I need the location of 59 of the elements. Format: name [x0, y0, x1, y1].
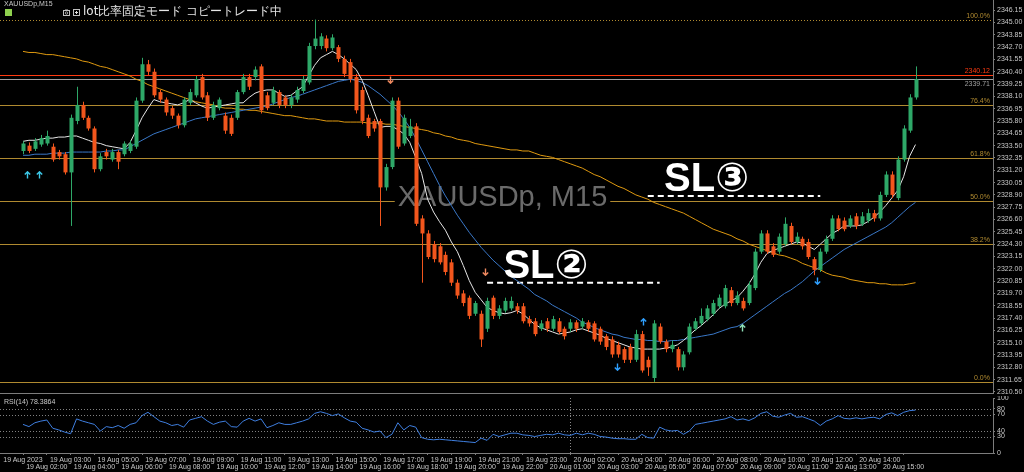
candlestick: [759, 229, 764, 255]
candlestick: [408, 118, 413, 139]
candlestick: [777, 232, 782, 255]
candlestick: [211, 101, 216, 121]
candlestick: [152, 68, 157, 98]
candlestick: [223, 111, 228, 135]
candlestick: [783, 216, 788, 247]
candlestick: [265, 91, 270, 111]
candlestick: [271, 86, 276, 106]
annotation: SL③: [664, 154, 750, 199]
candlestick: [75, 86, 80, 125]
candlestick: [348, 58, 353, 83]
candlestick: [646, 356, 651, 377]
candlestick: [51, 142, 56, 163]
candlestick: [765, 229, 770, 255]
candlestick: [824, 235, 829, 255]
candlestick: [98, 152, 103, 172]
candlestick: [164, 96, 169, 117]
candlestick: [63, 151, 68, 176]
annotation: SL②: [503, 241, 589, 286]
candlestick: [729, 286, 734, 307]
candlestick: [81, 101, 86, 121]
candlestick: [628, 343, 633, 364]
candlestick: [426, 229, 431, 260]
candlestick: [384, 163, 389, 192]
candlestick: [449, 258, 454, 287]
candlestick: [277, 89, 282, 109]
chart-subtitle: lot比率固定モード コピートレード中: [83, 4, 283, 18]
candlestick: [194, 75, 199, 98]
candlestick: [420, 214, 425, 284]
candlestick: [592, 320, 597, 343]
candlestick: [229, 114, 234, 137]
candlestick: [366, 114, 371, 139]
candlestick: [676, 346, 681, 372]
candlestick: [747, 281, 752, 306]
candlestick: [818, 247, 823, 273]
candlestick: [890, 170, 895, 199]
candlestick: [432, 240, 437, 263]
candlestick: [830, 214, 835, 242]
candlestick: [884, 170, 889, 198]
candlestick: [789, 222, 794, 245]
candlestick: [610, 335, 615, 359]
candlestick: [241, 73, 246, 95]
candlestick: [598, 326, 603, 346]
candlestick: [658, 322, 663, 345]
candlestick: [116, 149, 121, 170]
candlestick: [491, 295, 496, 320]
candlestick: [681, 350, 686, 372]
candlestick: [467, 295, 472, 320]
candlestick: [812, 256, 817, 276]
candlestick: [723, 284, 728, 309]
candlestick: [342, 55, 347, 78]
candlestick: [455, 278, 460, 300]
candlestick: [313, 19, 318, 50]
candlestick: [806, 238, 811, 260]
candlestick: [533, 317, 538, 337]
candlestick: [878, 191, 883, 222]
candlestick: [914, 65, 919, 101]
candlestick: [521, 302, 526, 324]
